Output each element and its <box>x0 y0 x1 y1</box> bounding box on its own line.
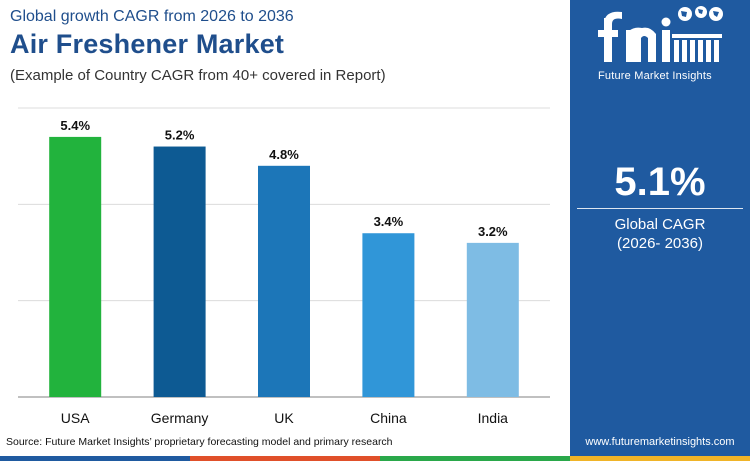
chart-panel: Global growth CAGR from 2026 to 2036 Air… <box>6 8 550 448</box>
bottom-bar-segment <box>0 456 190 461</box>
bar-usa <box>49 136 102 397</box>
sidebar: Future Market Insights 5.1% Global CAGR … <box>570 0 750 456</box>
chart-title: Air Freshener Market <box>10 29 285 59</box>
divider <box>577 208 743 209</box>
bar-india <box>466 242 519 397</box>
category-label-uk: UK <box>274 410 294 426</box>
source-note: Source: Future Market Insights’ propriet… <box>6 436 393 448</box>
logo-text: Future Market Insights <box>598 70 712 82</box>
category-label-india: India <box>478 410 509 426</box>
global-cagr-label: Global CAGR <box>614 216 706 233</box>
category-label-germany: Germany <box>151 410 209 426</box>
fmi-logo: Future Market Insights <box>570 0 750 90</box>
value-label-india: 3.2% <box>478 224 508 239</box>
value-label-china: 3.4% <box>374 214 404 229</box>
value-label-uk: 4.8% <box>269 147 299 162</box>
bottom-bar-segment <box>190 456 380 461</box>
value-label-germany: 5.2% <box>165 128 195 143</box>
value-label-usa: 5.4% <box>60 118 90 133</box>
value-labels: 5.4% 5.2% 4.8% 3.4% 3.2% <box>60 118 508 239</box>
chart-note: (Example of Country CAGR from 40+ covere… <box>10 67 386 84</box>
global-cagr-period: (2026- 2036) <box>617 235 703 252</box>
bar-uk <box>258 165 310 397</box>
bar-germany <box>153 146 206 397</box>
category-label-usa: USA <box>61 410 90 426</box>
logo-mark-icon <box>598 6 723 63</box>
bottom-color-bar <box>0 456 750 461</box>
bottom-bar-segment <box>380 456 570 461</box>
bar-chart: 5.4% 5.2% 4.8% 3.4% 3.2% USA Germany UK China In… <box>18 107 550 426</box>
bar-china <box>362 233 415 397</box>
chart-subtitle: Global growth CAGR from 2026 to 2036 <box>10 8 294 25</box>
global-cagr-value: 5.1% <box>614 160 706 204</box>
category-labels: USA Germany UK China India <box>61 410 508 426</box>
bottom-bar-segment <box>570 456 750 461</box>
website-link[interactable]: www.futuremarketinsights.com <box>585 436 735 448</box>
bars <box>49 136 519 397</box>
category-label-china: China <box>370 410 407 426</box>
